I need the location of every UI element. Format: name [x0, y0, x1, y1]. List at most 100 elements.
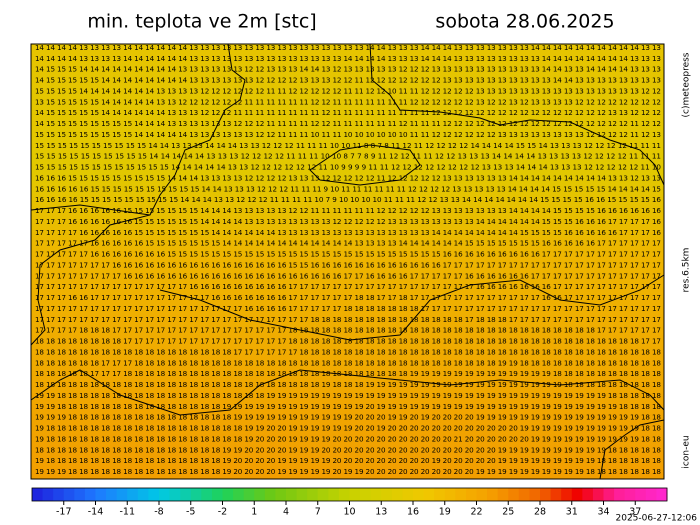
colorbar-segment [159, 488, 171, 501]
grid-row: 14 15 15 15 14 14 14 14 14 14 14 14 14 1… [35, 65, 661, 74]
colorbar-segment [338, 488, 350, 501]
colorbar-segment [423, 488, 435, 501]
colorbar-segment [603, 488, 615, 501]
grid-row: 16 16 16 16 16 15 15 15 15 15 15 15 15 1… [35, 184, 661, 193]
colorbar-segment [624, 488, 636, 501]
colorbar-segment [169, 488, 181, 501]
grid-row: 18 18 18 18 18 18 18 18 18 18 18 18 18 1… [35, 380, 661, 389]
colorbar-segment [518, 488, 530, 501]
colorbar-label: -11 [119, 507, 135, 518]
colorbar-segment [465, 488, 477, 501]
grid-row: 15 15 15 15 15 15 15 15 15 15 14 14 13 1… [35, 141, 661, 150]
colorbar-segment [487, 488, 499, 501]
colorbar-segment [635, 488, 647, 501]
colorbar-segment [32, 488, 44, 501]
grid-row: 17 17 17 16 16 17 17 17 17 17 17 17 17 1… [35, 293, 661, 302]
colorbar-label: 19 [439, 507, 451, 518]
colorbar-segment [455, 488, 467, 501]
colorbar-label: 34 [597, 507, 609, 518]
colorbar-segment [540, 488, 552, 501]
colorbar-segment [148, 488, 160, 501]
colorbar-segment [95, 488, 107, 501]
colorbar-label: -2 [218, 507, 227, 518]
grid-row: 15 15 15 15 14 14 14 14 14 14 14 13 13 1… [35, 86, 661, 95]
colorbar-label: 1 [251, 507, 257, 518]
colorbar-label: -5 [186, 507, 195, 518]
colorbar-segment [497, 488, 509, 501]
colorbar-segment [74, 488, 86, 501]
grid-row: 14 14 14 14 13 13 13 13 14 14 14 14 14 1… [35, 54, 661, 63]
grid-row: 17 17 17 16 16 16 16 16 16 15 15 15 15 1… [35, 217, 661, 226]
grid-row: 19 18 18 18 18 18 18 18 18 18 18 18 18 1… [35, 434, 661, 443]
colorbar-segment [211, 488, 223, 501]
grid-row: 18 18 18 18 18 18 17 17 17 18 18 18 18 1… [35, 358, 661, 367]
grid-row: 19 18 18 18 18 18 18 18 18 18 18 18 18 1… [35, 456, 661, 465]
colorbar-segment [645, 488, 657, 501]
colorbar-segment [444, 488, 456, 501]
grid-row: 16 16 16 16 15 15 15 15 15 15 15 15 15 1… [35, 195, 661, 204]
colorbar-segment [413, 488, 425, 501]
colorbar-segment [349, 488, 361, 501]
colorbar-segment [508, 488, 520, 501]
colorbar-label: 7 [315, 507, 321, 518]
colorbar-segment [434, 488, 446, 501]
colorbar-label: 16 [407, 507, 419, 518]
colorbar-segment [53, 488, 65, 501]
colorbar-segment [243, 488, 255, 501]
grid-row: 17 17 17 16 16 16 16 16 15 15 15 15 15 1… [35, 206, 661, 215]
colorbar-segment [529, 488, 541, 501]
colorbar-label: 31 [566, 507, 578, 518]
colorbar-segment [137, 488, 149, 501]
colorbar-segment [84, 488, 96, 501]
colorbar-segment [592, 488, 604, 501]
grid-row: 17 17 17 17 17 17 17 17 17 17 17 17 17 1… [35, 304, 661, 313]
colorbar-segment [116, 488, 128, 501]
grid-row: 19 19 19 18 18 18 18 18 18 18 18 18 18 1… [35, 413, 661, 422]
colorbar-segment [106, 488, 118, 501]
grid-row: 17 17 17 17 17 16 16 16 16 16 15 15 15 1… [35, 239, 661, 248]
grid-row: 14 15 15 15 15 15 15 15 15 14 14 14 13 1… [35, 119, 661, 128]
colorbar-segment [201, 488, 213, 501]
colorbar-segment [42, 488, 54, 501]
colorbar-segment [275, 488, 287, 501]
colorbar-segment [264, 488, 276, 501]
colorbar-segment [614, 488, 626, 501]
grid-row: 19 19 18 18 18 18 18 18 18 18 18 18 18 1… [35, 391, 661, 400]
colorbar-label: 28 [534, 507, 546, 518]
grid-row: 17 17 17 17 16 16 16 16 16 15 15 15 15 1… [35, 228, 661, 237]
colorbar-segment [391, 488, 403, 501]
grid-row: 17 17 17 17 17 17 17 17 17 17 17 17 17 1… [35, 315, 661, 324]
colorbar-segment [476, 488, 488, 501]
colorbar-segment [127, 488, 139, 501]
grid-row: 14 15 15 15 15 15 14 14 14 14 14 14 13 1… [35, 108, 661, 117]
grid-row: 19 19 18 18 18 18 18 18 18 18 18 18 18 1… [35, 402, 661, 411]
colorbar-segment [233, 488, 245, 501]
grid-row: 14 14 14 14 13 13 13 13 14 14 14 14 14 1… [35, 43, 661, 52]
colorbar-segment [63, 488, 75, 501]
colorbar-segment [582, 488, 594, 501]
colorbar-segment [180, 488, 192, 501]
colorbar-segment [571, 488, 583, 501]
colorbar-segment [360, 488, 372, 501]
colorbar-label: -8 [154, 507, 163, 518]
grid-row: 17 17 17 17 17 17 17 17 17 17 17 17 17 1… [35, 282, 661, 291]
map-title: min. teplota ve 2m [stc] [87, 11, 316, 33]
grid-row: 16 16 16 15 15 15 15 15 15 15 15 15 14 1… [35, 173, 661, 182]
colorbar-segment [370, 488, 382, 501]
grid-row: 15 15 15 15 15 15 15 15 15 15 14 14 14 1… [35, 152, 661, 161]
colorbar-label: 4 [283, 507, 289, 518]
grid-row: 19 19 19 18 18 18 18 18 18 18 18 18 18 1… [35, 467, 661, 476]
grid-row: 14 15 15 15 15 15 14 14 14 14 14 14 14 1… [35, 76, 661, 85]
grid-row: 19 18 18 18 18 18 18 18 18 18 18 18 18 1… [35, 424, 661, 433]
timestamp: 2025-06-27-12:06 [616, 514, 698, 524]
grid-row: 13 15 15 15 15 15 14 14 14 14 14 13 13 1… [35, 97, 661, 106]
map-area [30, 43, 665, 480]
grid-row: 17 17 17 17 17 17 17 16 16 16 16 16 16 1… [35, 260, 661, 269]
colorbar-segment [190, 488, 202, 501]
resolution: res.6.5km [682, 248, 692, 293]
colorbar-segment [222, 488, 234, 501]
grid-row: 15 15 15 15 15 15 15 15 15 15 15 15 14 1… [35, 163, 661, 172]
colorbar-segment [561, 488, 573, 501]
colorbar-segment [296, 488, 308, 501]
